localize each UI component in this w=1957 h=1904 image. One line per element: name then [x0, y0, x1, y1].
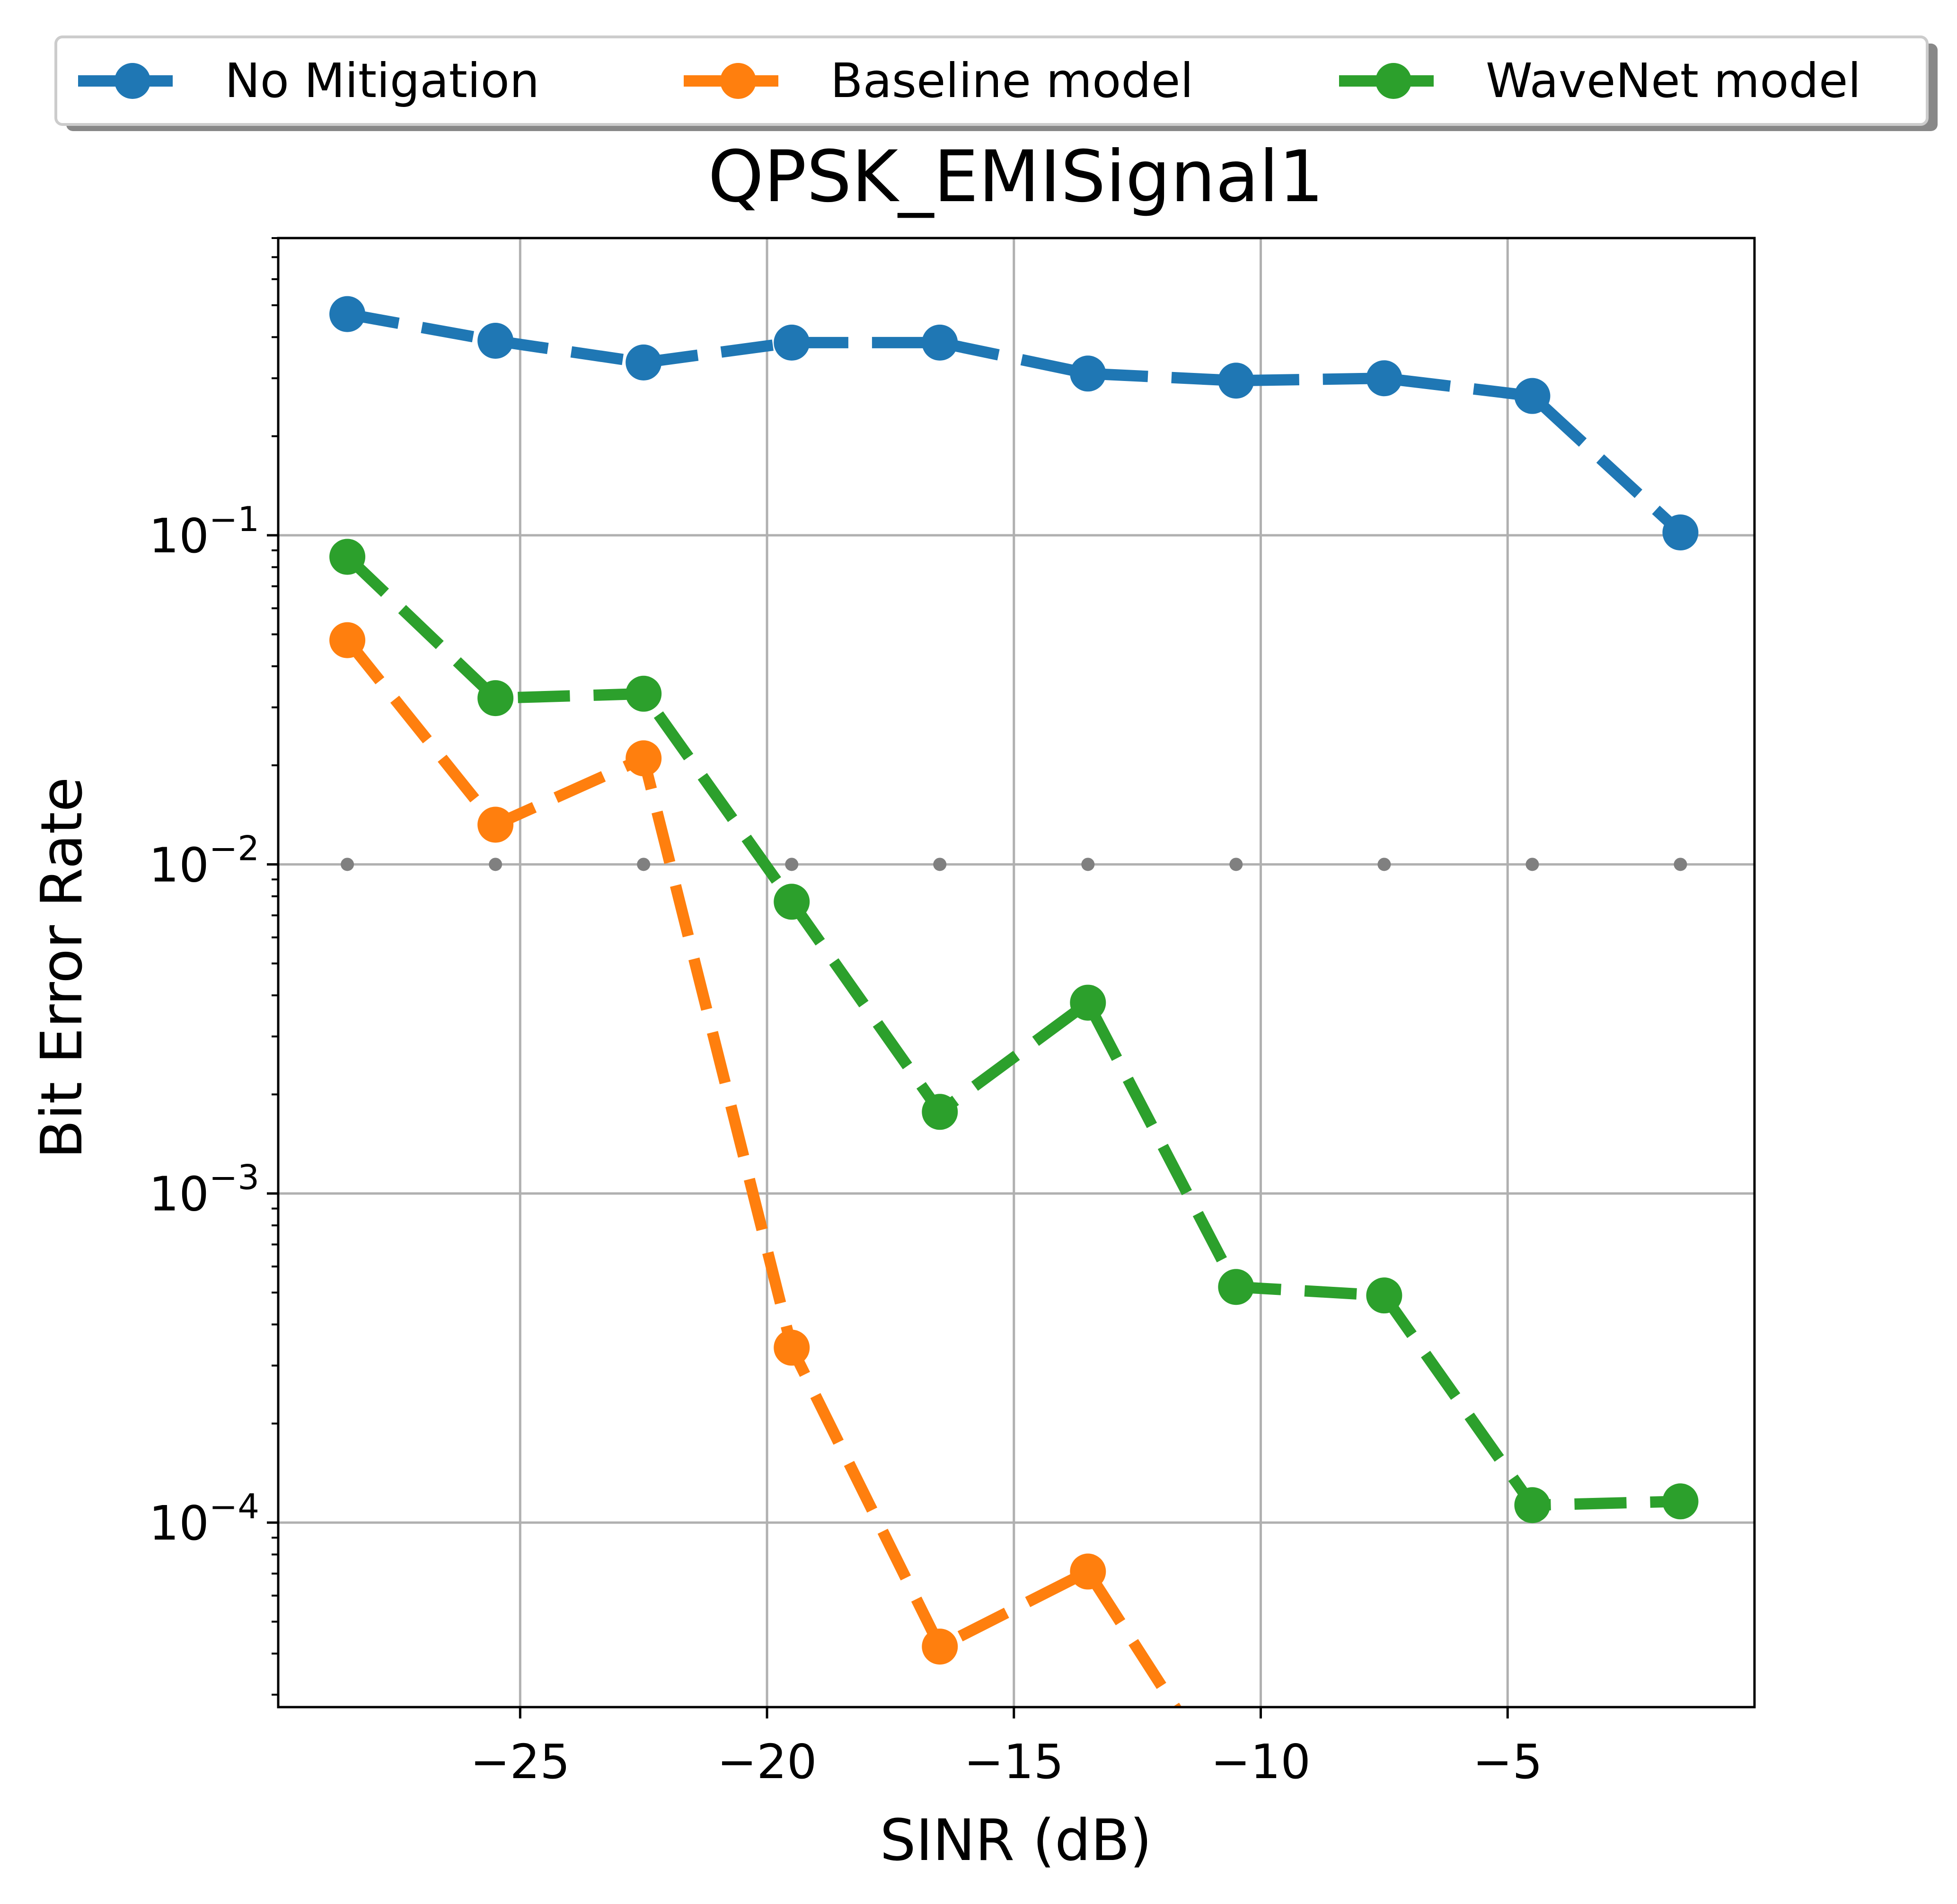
- legend-entry: WaveNet model: [1339, 53, 1861, 108]
- gray-dot: [1229, 858, 1243, 871]
- gray-dot-markers: [341, 858, 1687, 871]
- legend-frame: [54, 35, 1929, 126]
- legend-entry: No Mitigation: [78, 53, 539, 108]
- x-tick-label: −15: [964, 1734, 1064, 1789]
- y-axis-label: Bit Error Rate: [29, 777, 95, 1159]
- data-point: [774, 884, 810, 920]
- data-point: [626, 344, 662, 381]
- data-point: [1070, 984, 1106, 1021]
- data-point: [1662, 1483, 1699, 1520]
- data-point: [1218, 363, 1254, 399]
- data-point: [1366, 360, 1402, 397]
- legend-marker: [1375, 63, 1411, 99]
- y-tick-label: 10−1: [149, 499, 259, 564]
- data-point: [774, 324, 810, 361]
- chart-title: QPSK_EMISignal1: [708, 136, 1324, 218]
- x-axis-ticks: −25 −20 −15 −10 −5: [470, 1707, 1543, 1789]
- x-tick-label: −25: [470, 1734, 570, 1789]
- series-line: [343, 552, 1681, 1511]
- gray-dot: [933, 858, 947, 871]
- series-group: [329, 296, 1699, 1707]
- x-tick-label: −5: [1473, 1734, 1543, 1789]
- data-point: [922, 1629, 958, 1665]
- x-tick-label: −20: [717, 1734, 817, 1789]
- gray-dot: [1377, 858, 1391, 871]
- gray-dot: [489, 858, 502, 871]
- data-point: [477, 806, 514, 843]
- gray-dot: [341, 858, 354, 871]
- legend: No Mitigation Baseline model WaveNet model: [54, 35, 1938, 131]
- gray-dot: [637, 858, 651, 871]
- data-point: [922, 1094, 958, 1130]
- gray-dot: [1525, 858, 1539, 871]
- data-point: [1514, 1487, 1551, 1523]
- data-point: [626, 675, 662, 712]
- gray-dot: [1081, 858, 1095, 871]
- y-tick-label: 10−2: [149, 828, 259, 893]
- grid-lines: [278, 238, 1754, 1707]
- x-axis-label: SINR (dB): [880, 1808, 1152, 1874]
- legend-label: No Mitigation: [225, 53, 539, 108]
- y-axis-ticks: 10−1 10−2 10−3 10−4: [149, 499, 278, 1551]
- data-point: [477, 680, 514, 717]
- y-axis-minor-ticks: [272, 237, 278, 1696]
- data-point: [774, 1329, 810, 1366]
- legend-label: Baseline model: [830, 53, 1193, 108]
- y-tick-label: 10−3: [149, 1158, 259, 1222]
- y-tick-label: 10−4: [149, 1487, 259, 1551]
- data-point: [329, 622, 366, 658]
- data-point: [626, 740, 662, 777]
- data-point: [1070, 355, 1106, 392]
- series-baseline-model: [329, 622, 1182, 1707]
- data-point: [329, 296, 366, 332]
- legend-marker: [720, 63, 756, 99]
- series-no-mitigation: [329, 296, 1699, 551]
- plot-frame: [277, 237, 1756, 1709]
- data-point: [922, 324, 958, 361]
- data-point: [1366, 1277, 1402, 1314]
- data-point: [477, 322, 514, 359]
- gray-dot: [1674, 858, 1687, 871]
- gray-dot: [785, 858, 799, 871]
- data-point: [1662, 514, 1699, 551]
- legend-entry: Baseline model: [684, 53, 1193, 108]
- data-point: [329, 539, 366, 575]
- data-point: [1514, 378, 1551, 414]
- data-point: [1218, 1269, 1254, 1305]
- x-tick-label: −10: [1211, 1734, 1311, 1789]
- series-wavenet-model: [329, 539, 1699, 1523]
- data-point: [1070, 1553, 1106, 1590]
- legend-entries: No Mitigation Baseline model WaveNet model: [78, 53, 1861, 108]
- legend-label: WaveNet model: [1486, 53, 1861, 108]
- legend-marker: [115, 63, 150, 99]
